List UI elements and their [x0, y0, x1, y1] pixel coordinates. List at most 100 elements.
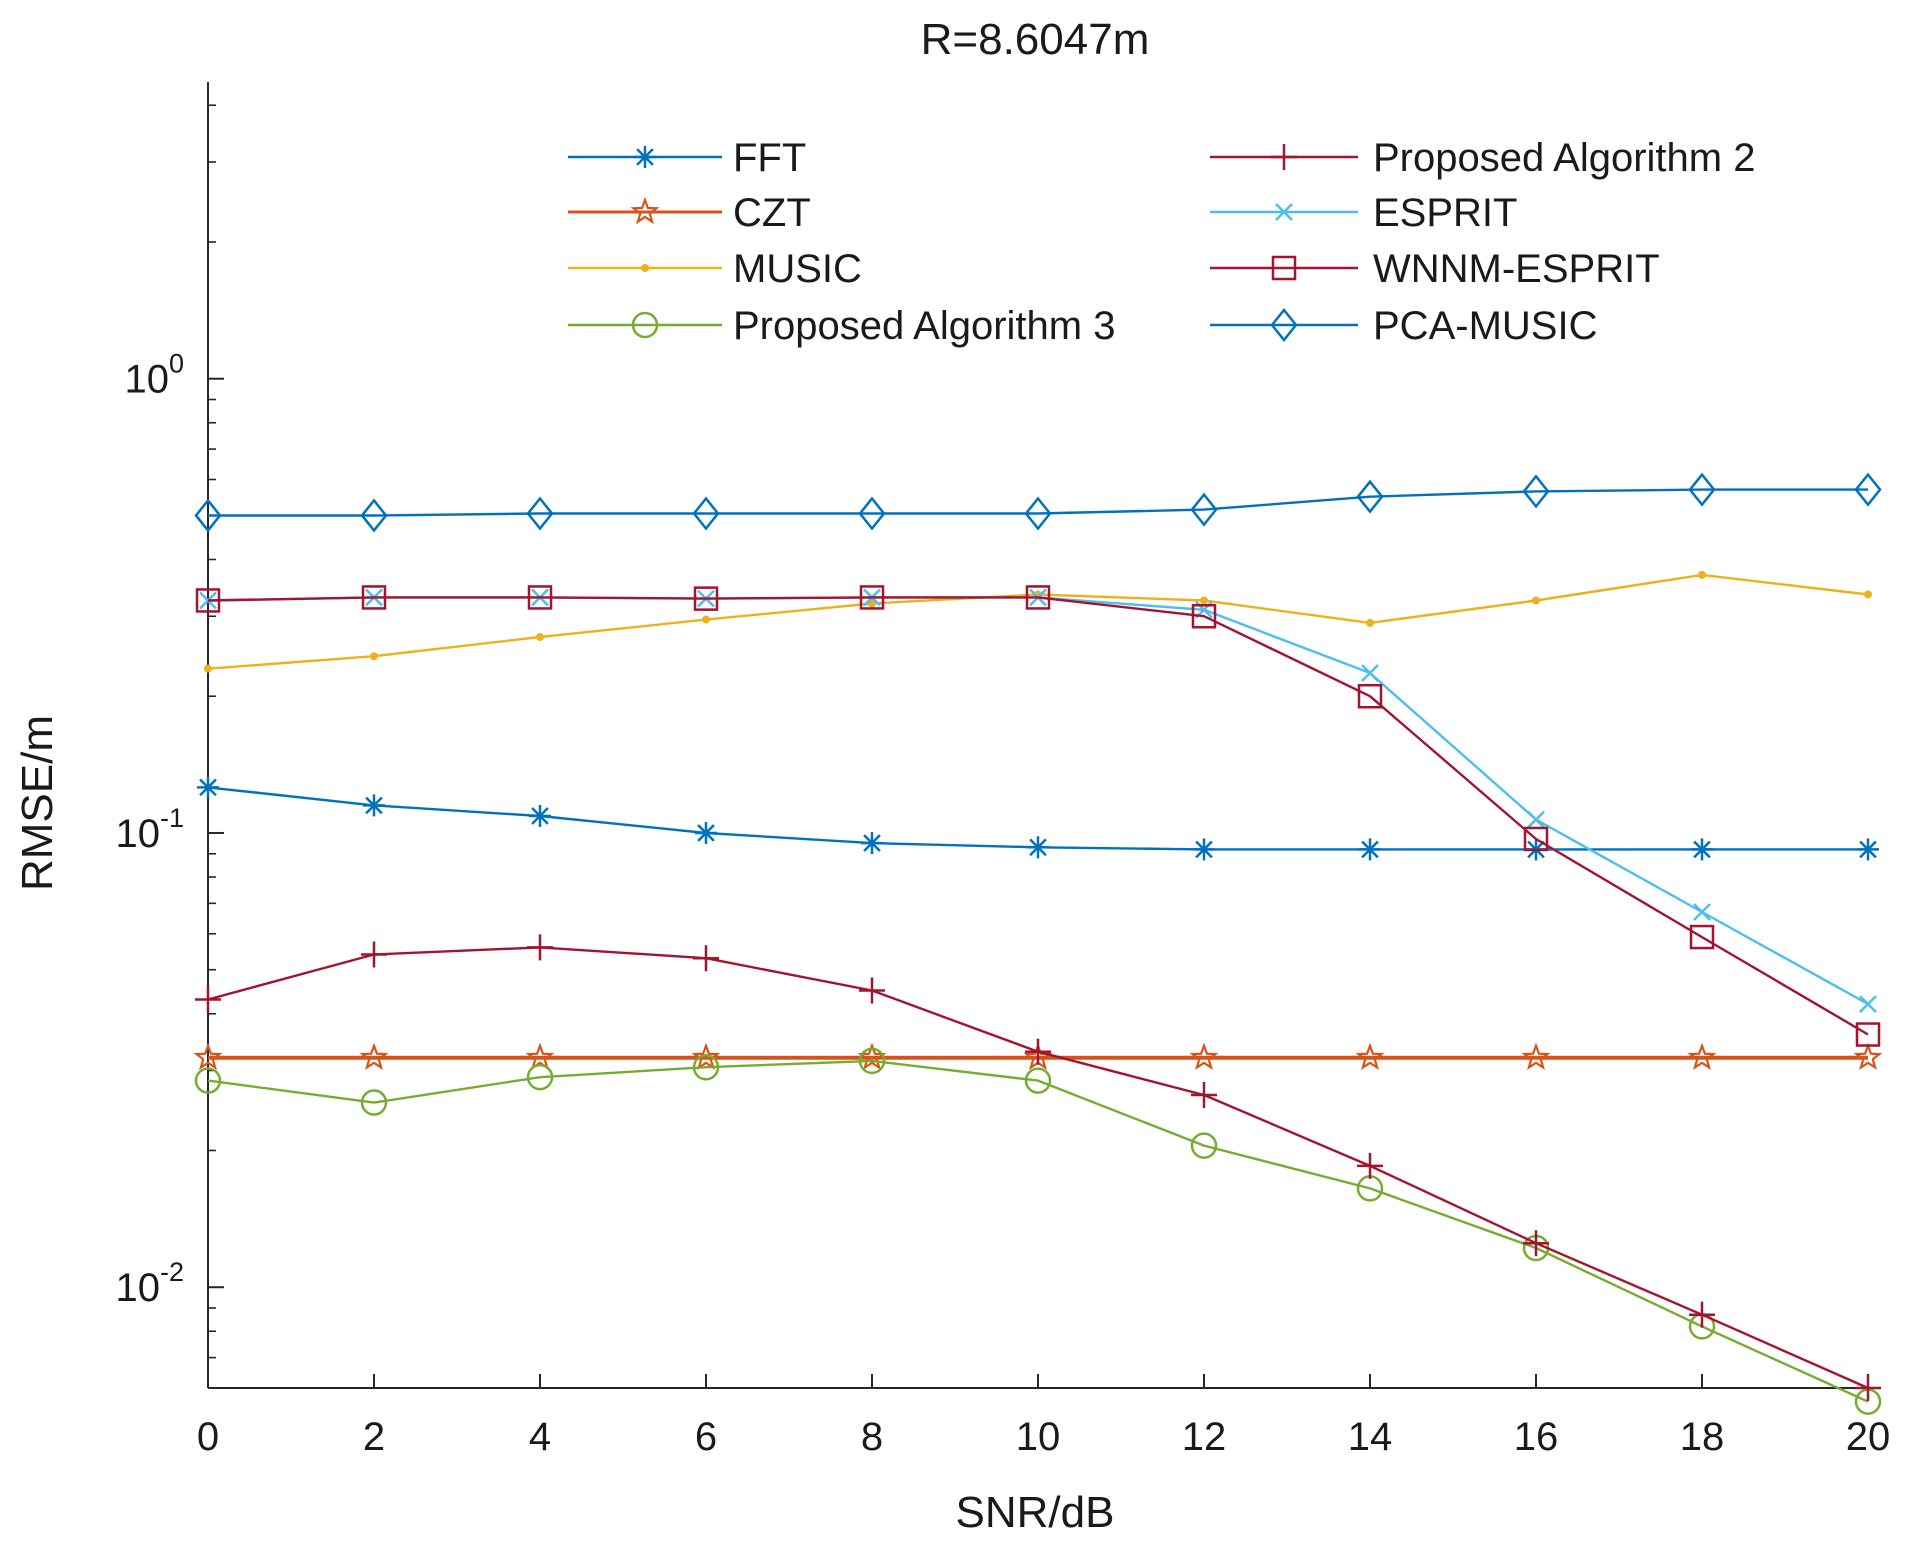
data-point-proposed-algorithm-2	[527, 934, 553, 961]
legend-label: Proposed Algorithm 2	[1373, 136, 1755, 180]
legend-marker	[1271, 255, 1297, 281]
data-point-wnnm-esprit	[1689, 924, 1715, 950]
data-point-czt	[525, 1042, 555, 1071]
data-point-wnnm-esprit	[1025, 585, 1051, 610]
y-axis-label: RMSE/m	[13, 715, 62, 891]
data-point-esprit	[1859, 995, 1877, 1013]
legend-label: PCA-MUSIC	[1373, 304, 1597, 348]
x-tick-label: 16	[1514, 1415, 1559, 1459]
series-music	[204, 570, 1872, 673]
legend-marker	[1270, 307, 1298, 343]
legend-item-fft: FFT	[568, 136, 806, 180]
legend-item-pca-music: PCA-MUSIC	[1210, 304, 1597, 348]
data-point-wnnm-esprit	[1191, 603, 1217, 629]
legend-item-czt: CZT	[568, 191, 811, 235]
y-tick-label: 10-2	[115, 1257, 184, 1310]
data-point-music	[204, 664, 212, 673]
data-point-pca-music	[194, 498, 222, 533]
data-point-proposed-algorithm-2	[1855, 1375, 1881, 1401]
legend-marker	[1275, 203, 1293, 221]
data-point-proposed-algorithm-2	[1025, 1038, 1051, 1065]
data-point-wnnm-esprit	[1357, 683, 1383, 709]
data-point-pca-music	[1356, 479, 1384, 514]
axes: 0 2 4 6 8 10 12 14 16 18 20 10-2 10-1 100	[115, 82, 1890, 1459]
data-point-proposed-algorithm-3	[1024, 1067, 1052, 1094]
data-point-pca-music	[858, 496, 886, 531]
x-tick-label: 6	[695, 1415, 717, 1459]
data-point-esprit	[1361, 664, 1379, 682]
data-point-pca-music	[1688, 472, 1716, 507]
data-point-wnnm-esprit	[527, 585, 553, 610]
data-point-pca-music	[1024, 496, 1052, 531]
series-proposed-algorithm-2	[195, 934, 1881, 1401]
x-tick-label: 18	[1680, 1415, 1725, 1459]
data-point-wnnm-esprit	[1523, 826, 1549, 852]
chart-title: R=8.6047m	[921, 15, 1150, 64]
legend-item-proposed-algorithm-3: Proposed Algorithm 3	[568, 304, 1115, 348]
x-tick-label: 8	[861, 1415, 883, 1459]
legend-item-music: MUSIC	[568, 247, 862, 291]
legend-item-wnnm-esprit: WNNM-ESPRIT	[1210, 247, 1660, 291]
data-point-czt	[1189, 1042, 1219, 1071]
data-point-wnnm-esprit	[361, 585, 387, 610]
data-point-proposed-algorithm-3	[194, 1067, 222, 1094]
data-point-pca-music	[692, 496, 720, 531]
data-point-czt	[1521, 1042, 1551, 1071]
legend-marker	[634, 146, 656, 168]
x-axis-label: SNR/dB	[956, 1488, 1115, 1537]
data-point-fft	[1027, 836, 1049, 859]
x-tick-label: 4	[529, 1415, 551, 1459]
legend-label: FFT	[733, 136, 806, 180]
data-point-czt	[691, 1042, 721, 1071]
data-point-pca-music	[1522, 474, 1550, 509]
data-point-proposed-algorithm-2	[1689, 1301, 1715, 1328]
data-point-fft	[197, 776, 219, 799]
data-point-fft	[529, 804, 551, 827]
x-tick-label: 0	[197, 1415, 219, 1459]
data-point-czt	[1853, 1042, 1883, 1071]
data-point-proposed-algorithm-2	[361, 941, 387, 968]
data-point-fft	[695, 821, 717, 844]
data-point-proposed-algorithm-3	[526, 1063, 554, 1091]
legend-item-esprit: ESPRIT	[1210, 191, 1517, 235]
legend-label: MUSIC	[733, 247, 862, 291]
data-point-music	[536, 633, 544, 642]
data-point-proposed-algorithm-3	[858, 1047, 886, 1075]
data-point-proposed-algorithm-3	[1190, 1132, 1218, 1159]
legend: FFT CZT MUSIC Proposed Algorithm 3 Proposed …	[568, 136, 1755, 348]
legend-marker	[631, 311, 659, 339]
data-point-fft	[1691, 838, 1713, 861]
data-point-music	[1366, 618, 1374, 627]
data-point-esprit	[1693, 903, 1711, 921]
x-tick-label: 12	[1182, 1415, 1227, 1459]
legend-label: Proposed Algorithm 3	[733, 304, 1115, 348]
x-tick-label: 10	[1016, 1415, 1061, 1459]
x-tick-label: 14	[1348, 1415, 1393, 1459]
y-tick-label: 100	[124, 349, 184, 402]
data-point-pca-music	[1190, 492, 1218, 527]
data-point-wnnm-esprit	[1855, 1022, 1881, 1047]
legend-marker	[630, 196, 660, 225]
series-line-proposed-algorithm-3	[207, 1059, 1869, 1403]
legend-item-proposed-algorithm-2: Proposed Algorithm 2	[1210, 136, 1755, 180]
series-layer	[193, 472, 1883, 1415]
data-point-czt	[359, 1042, 389, 1071]
series-pca-music	[194, 472, 1882, 533]
data-point-proposed-algorithm-3	[692, 1053, 720, 1081]
data-point-proposed-algorithm-2	[693, 945, 719, 972]
data-point-music	[1532, 596, 1540, 605]
legend-marker	[641, 264, 649, 272]
data-point-music	[868, 599, 876, 608]
data-point-fft	[1857, 838, 1879, 861]
legend-marker	[1271, 144, 1297, 170]
data-point-pca-music	[1854, 472, 1882, 507]
data-point-proposed-algorithm-2	[195, 986, 221, 1013]
data-point-music	[1864, 590, 1872, 599]
data-point-music	[1698, 570, 1706, 579]
data-point-fft	[861, 832, 883, 855]
data-point-proposed-algorithm-3	[360, 1089, 388, 1116]
data-point-proposed-algorithm-2	[1191, 1081, 1217, 1108]
data-point-wnnm-esprit	[195, 588, 221, 613]
